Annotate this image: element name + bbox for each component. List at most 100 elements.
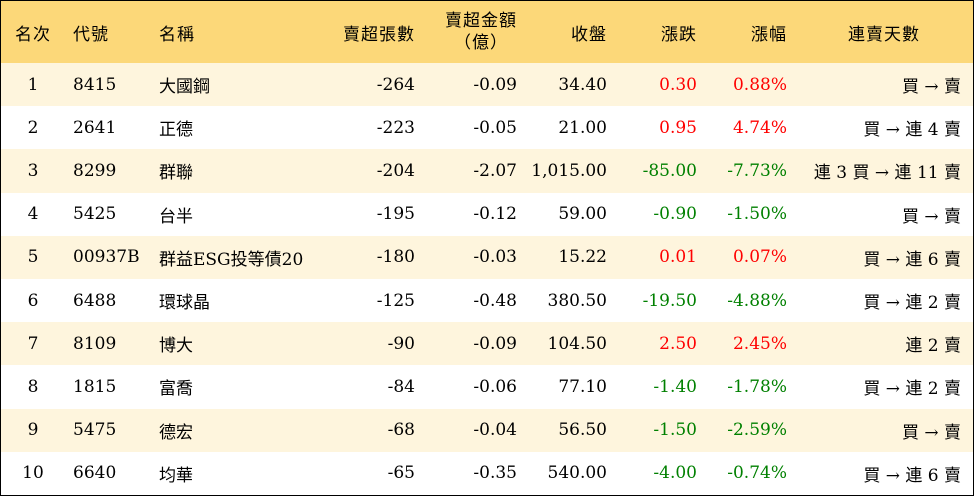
cell-net-sell-qty: -84: [387, 376, 415, 397]
cell-close: 104.50: [547, 333, 607, 354]
cell-rank: 1: [27, 74, 39, 95]
cell-rank: 9: [27, 420, 39, 441]
cell-change: -19.50: [642, 290, 697, 311]
cell-streak: 買 → 賣: [901, 422, 961, 443]
cell-close: 21.00: [558, 117, 607, 138]
cell-net-sell-amount: -2.07: [473, 160, 517, 181]
cell-net-sell-amount: -0.48: [473, 290, 517, 311]
table-row: 2 2641 正德 -223 -0.05 21.00 0.95 4.74% 買 → 連 4 賣: [1, 106, 973, 150]
cell-name: 群聯: [159, 163, 193, 184]
cell-rank: 8: [27, 376, 39, 397]
header-net-sell-amount-label: 賣超金額 （億）: [445, 10, 517, 54]
table-header: 名次 代號 名稱 賣超張數 賣超金額 （億） 收盤 漲跌 漲幅 連賣天數: [1, 1, 973, 63]
cell-code: 00937B: [73, 247, 140, 268]
cell-streak: 買 → 連 6 賣: [863, 249, 961, 270]
table-row: 10 6640 均華 -65 -0.35 540.00 -4.00 -0.74% 買 → 連 6…: [1, 451, 973, 495]
cell-net-sell-amount: -0.12: [473, 204, 517, 225]
cell-change: 0.01: [659, 247, 697, 268]
cell-change-pct: -2.59%: [727, 420, 787, 441]
cell-streak: 買 → 連 2 賣: [863, 293, 961, 314]
table-row: 3 8299 群聯 -204 -2.07 1,015.00 -85.00 -7.73% 連 3 …: [1, 149, 973, 193]
cell-net-sell-qty: -65: [387, 463, 415, 484]
header-net-sell-qty: 賣超張數: [343, 24, 415, 45]
cell-name: 大國鋼: [159, 77, 210, 98]
cell-net-sell-qty: -125: [376, 290, 415, 311]
header-rank: 名次: [15, 24, 51, 45]
cell-code: 8415: [73, 74, 117, 95]
cell-net-sell-amount: -0.09: [473, 74, 517, 95]
cell-streak: 買 → 賣: [901, 77, 961, 98]
cell-change-pct: -4.88%: [727, 290, 787, 311]
cell-net-sell-qty: -90: [387, 333, 415, 354]
cell-code: 5475: [73, 420, 117, 441]
cell-change-pct: 2.45%: [732, 333, 787, 354]
cell-code: 1815: [73, 376, 117, 397]
cell-rank: 7: [27, 333, 39, 354]
cell-name: 台半: [159, 206, 193, 227]
table-row: 5 00937B 群益ESG投等債20 -180 -0.03 15.22 0.01 0.07%…: [1, 235, 973, 279]
table-row: 8 1815 富喬 -84 -0.06 77.10 -1.40 -1.78% 買 → 連 2 賣: [1, 365, 973, 409]
header-net-sell-amount-line2: （億）: [454, 33, 508, 53]
cell-change-pct: 0.07%: [732, 247, 787, 268]
table-body: 1 8415 大國鋼 -264 -0.09 34.40 0.30 0.88% 買 → 賣 2 264…: [1, 63, 973, 495]
cell-change: -85.00: [642, 160, 697, 181]
cell-close: 56.50: [558, 420, 607, 441]
cell-net-sell-amount: -0.06: [473, 376, 517, 397]
cell-rank: 2: [27, 117, 39, 138]
cell-streak: 買 → 賣: [901, 206, 961, 227]
table-row: 9 5475 德宏 -68 -0.04 56.50 -1.50 -2.59% 買 → 賣: [1, 408, 973, 452]
cell-change: -1.40: [653, 376, 697, 397]
cell-code: 8299: [73, 160, 117, 181]
cell-rank: 6: [27, 290, 39, 311]
cell-net-sell-qty: -180: [376, 247, 415, 268]
header-change: 漲跌: [661, 24, 697, 45]
cell-change: -1.50: [653, 420, 697, 441]
cell-streak: 買 → 連 4 賣: [863, 120, 961, 141]
cell-close: 15.22: [558, 247, 607, 268]
cell-name: 均華: [159, 465, 193, 486]
cell-net-sell-amount: -0.35: [473, 463, 517, 484]
cell-net-sell-qty: -223: [376, 117, 415, 138]
cell-streak: 連 3 買 → 連 11 賣: [813, 163, 961, 184]
cell-change: 0.95: [659, 117, 697, 138]
cell-close: 34.40: [558, 74, 607, 95]
cell-close: 77.10: [558, 376, 607, 397]
cell-name: 群益ESG投等債20: [159, 249, 304, 270]
cell-code: 6640: [73, 463, 117, 484]
cell-net-sell-qty: -204: [376, 160, 415, 181]
table-row: 7 8109 博大 -90 -0.09 104.50 2.50 2.45% 連 2 賣: [1, 322, 973, 366]
cell-net-sell-amount: -0.09: [473, 333, 517, 354]
table-row: 4 5425 台半 -195 -0.12 59.00 -0.90 -1.50% 買 → 賣: [1, 192, 973, 236]
table-row: 6 6488 環球晶 -125 -0.48 380.50 -19.50 -4.88% 買 → 連…: [1, 278, 973, 323]
cell-change-pct: 0.88%: [732, 74, 787, 95]
cell-change: 0.30: [659, 74, 697, 95]
cell-streak: 買 → 連 2 賣: [863, 379, 961, 400]
cell-streak: 買 → 連 6 賣: [863, 465, 961, 486]
header-code: 代號: [73, 24, 109, 45]
cell-close: 1,015.00: [531, 160, 607, 181]
cell-change: 2.50: [659, 333, 697, 354]
cell-close: 540.00: [547, 463, 607, 484]
cell-change-pct: -0.74%: [727, 463, 787, 484]
cell-rank: 3: [27, 160, 39, 181]
cell-net-sell-amount: -0.04: [473, 420, 517, 441]
cell-code: 8109: [73, 333, 117, 354]
cell-close: 380.50: [547, 290, 607, 311]
header-net-sell-amount-line1: 賣超金額: [445, 11, 517, 31]
cell-code: 6488: [73, 290, 117, 311]
cell-code: 2641: [73, 117, 117, 138]
cell-close: 59.00: [558, 204, 607, 225]
header-close: 收盤: [571, 24, 607, 45]
cell-change-pct: -1.50%: [727, 204, 787, 225]
header-streak: 連賣天數: [848, 24, 920, 45]
cell-net-sell-amount: -0.05: [473, 117, 517, 138]
cell-change-pct: 4.74%: [732, 117, 787, 138]
cell-name: 富喬: [159, 379, 193, 400]
cell-net-sell-qty: -264: [376, 74, 415, 95]
cell-name: 正德: [159, 120, 193, 141]
header-row: 名次 代號 名稱 賣超張數 賣超金額 （億） 收盤 漲跌 漲幅 連賣天數: [1, 1, 973, 63]
table-row: 1 8415 大國鋼 -264 -0.09 34.40 0.30 0.88% 買 → 賣: [1, 63, 973, 107]
header-name: 名稱: [159, 24, 195, 45]
